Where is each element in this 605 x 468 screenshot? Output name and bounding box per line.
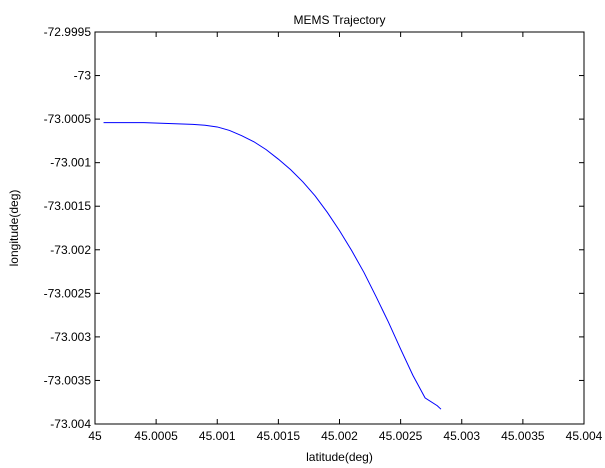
y-axis-ticks: -72.9995 -73 -73.0005 -73.001 -73.0015 -73.00… <box>44 25 584 431</box>
x-axis-label: latitude(deg) <box>306 450 373 464</box>
x-axis-ticks: 45 45.0005 45.001 45.0015 45.002 45.0025 45.00… <box>88 32 603 443</box>
y-tick-label: -73.0005 <box>44 112 92 126</box>
x-tick-label: 45.001 <box>199 429 236 443</box>
x-tick-label: 45.002 <box>321 429 358 443</box>
x-tick-label: 45 <box>88 429 102 443</box>
series-line <box>103 122 442 410</box>
x-tick-label: 45.0005 <box>134 429 178 443</box>
y-tick-label: -72.9995 <box>44 25 92 39</box>
x-tick-label: 45.0015 <box>257 429 301 443</box>
y-tick-label: -73.0015 <box>44 199 92 213</box>
x-tick-label: 45.0025 <box>379 429 423 443</box>
y-axis-label: longitude(deg) <box>7 190 21 267</box>
y-tick-label: -73.003 <box>50 330 91 344</box>
x-tick-label: 45.0035 <box>501 429 545 443</box>
y-tick-label: -73.002 <box>50 243 91 257</box>
y-tick-label: -73.0025 <box>44 286 92 300</box>
y-tick-label: -73 <box>74 69 92 83</box>
y-tick-label: -73.004 <box>50 417 91 431</box>
plot-area <box>94 31 585 425</box>
x-tick-label: 45.003 <box>443 429 480 443</box>
y-tick-label: -73.001 <box>50 156 91 170</box>
x-tick-label: 45.004 <box>566 429 603 443</box>
chart-title: MEMS Trajectory <box>293 13 385 27</box>
y-tick-label: -73.0035 <box>44 373 92 387</box>
